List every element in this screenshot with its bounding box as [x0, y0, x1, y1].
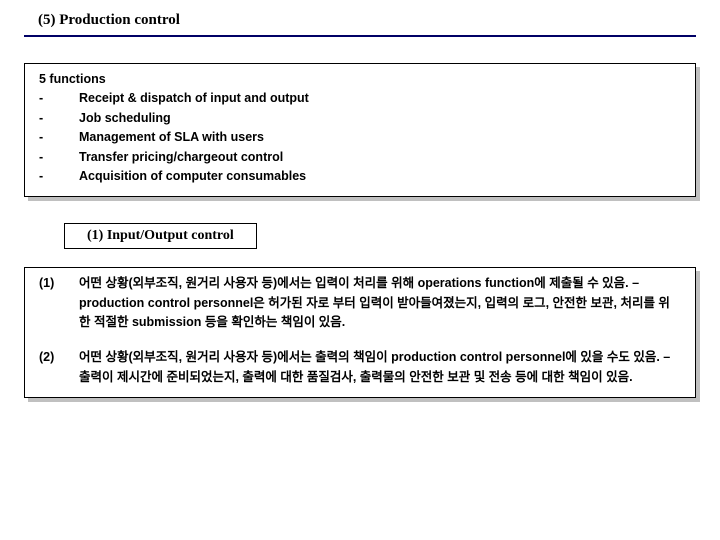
bullet: -	[39, 109, 79, 128]
functions-header: 5 functions	[39, 70, 681, 89]
bullet: -	[39, 167, 79, 186]
function-item: Transfer pricing/chargeout control	[79, 148, 309, 167]
detail-number: (1)	[39, 274, 79, 332]
function-item: Management of SLA with users	[79, 128, 309, 147]
title-divider	[24, 35, 696, 37]
function-item: Receipt & dispatch of input and output	[79, 89, 309, 108]
detail-text: 어떤 상황(외부조직, 원거리 사용자 등)에서는 출력의 책임이 produc…	[79, 348, 681, 387]
functions-panel: 5 functions - Receipt & dispatch of inpu…	[24, 63, 696, 197]
detail-number: (2)	[39, 348, 79, 387]
bullet: -	[39, 89, 79, 108]
function-item: Acquisition of computer consumables	[79, 167, 309, 186]
details-panel: (1) 어떤 상황(외부조직, 원거리 사용자 등)에서는 입력이 처리를 위해…	[24, 267, 696, 398]
slide-title: (5) Production control	[38, 12, 696, 29]
bullet: -	[39, 128, 79, 147]
function-item: Job scheduling	[79, 109, 309, 128]
bullet: -	[39, 148, 79, 167]
subsection-label: (1) Input/Output control	[64, 223, 257, 249]
detail-text: 어떤 상황(외부조직, 원거리 사용자 등)에서는 입력이 처리를 위해 ope…	[79, 274, 681, 332]
